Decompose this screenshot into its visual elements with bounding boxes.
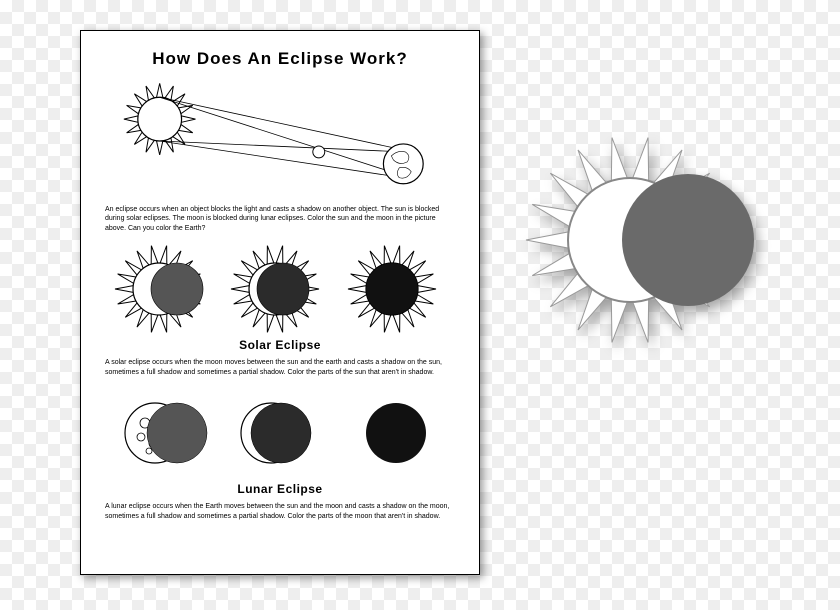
lunar-eclipse-row	[105, 385, 455, 480]
solar-eclipse-stage	[344, 241, 449, 336]
lunar-eclipse-stage	[111, 385, 216, 480]
intro-text: An eclipse occurs when an object blocks …	[105, 205, 455, 233]
page-title: How Does An Eclipse Work?	[105, 49, 455, 69]
sun-moon-earth-diagram	[105, 79, 455, 194]
lunar-eclipse-stage	[344, 385, 449, 480]
worksheet-page: How Does An Eclipse Work? An eclipse occ…	[80, 30, 480, 575]
lunar-eclipse-stage	[227, 385, 332, 480]
solar-eclipse-row	[105, 241, 455, 336]
lunar-text: A lunar eclipse occurs when the Earth mo…	[105, 502, 455, 521]
solar-eclipse-stage	[227, 241, 332, 336]
solar-eclipse-stage	[111, 241, 216, 336]
side-eclipse-graphic	[520, 130, 780, 350]
lunar-heading: Lunar Eclipse	[105, 482, 455, 496]
solar-heading: Solar Eclipse	[105, 338, 455, 352]
solar-text: A solar eclipse occurs when the moon mov…	[105, 358, 455, 377]
